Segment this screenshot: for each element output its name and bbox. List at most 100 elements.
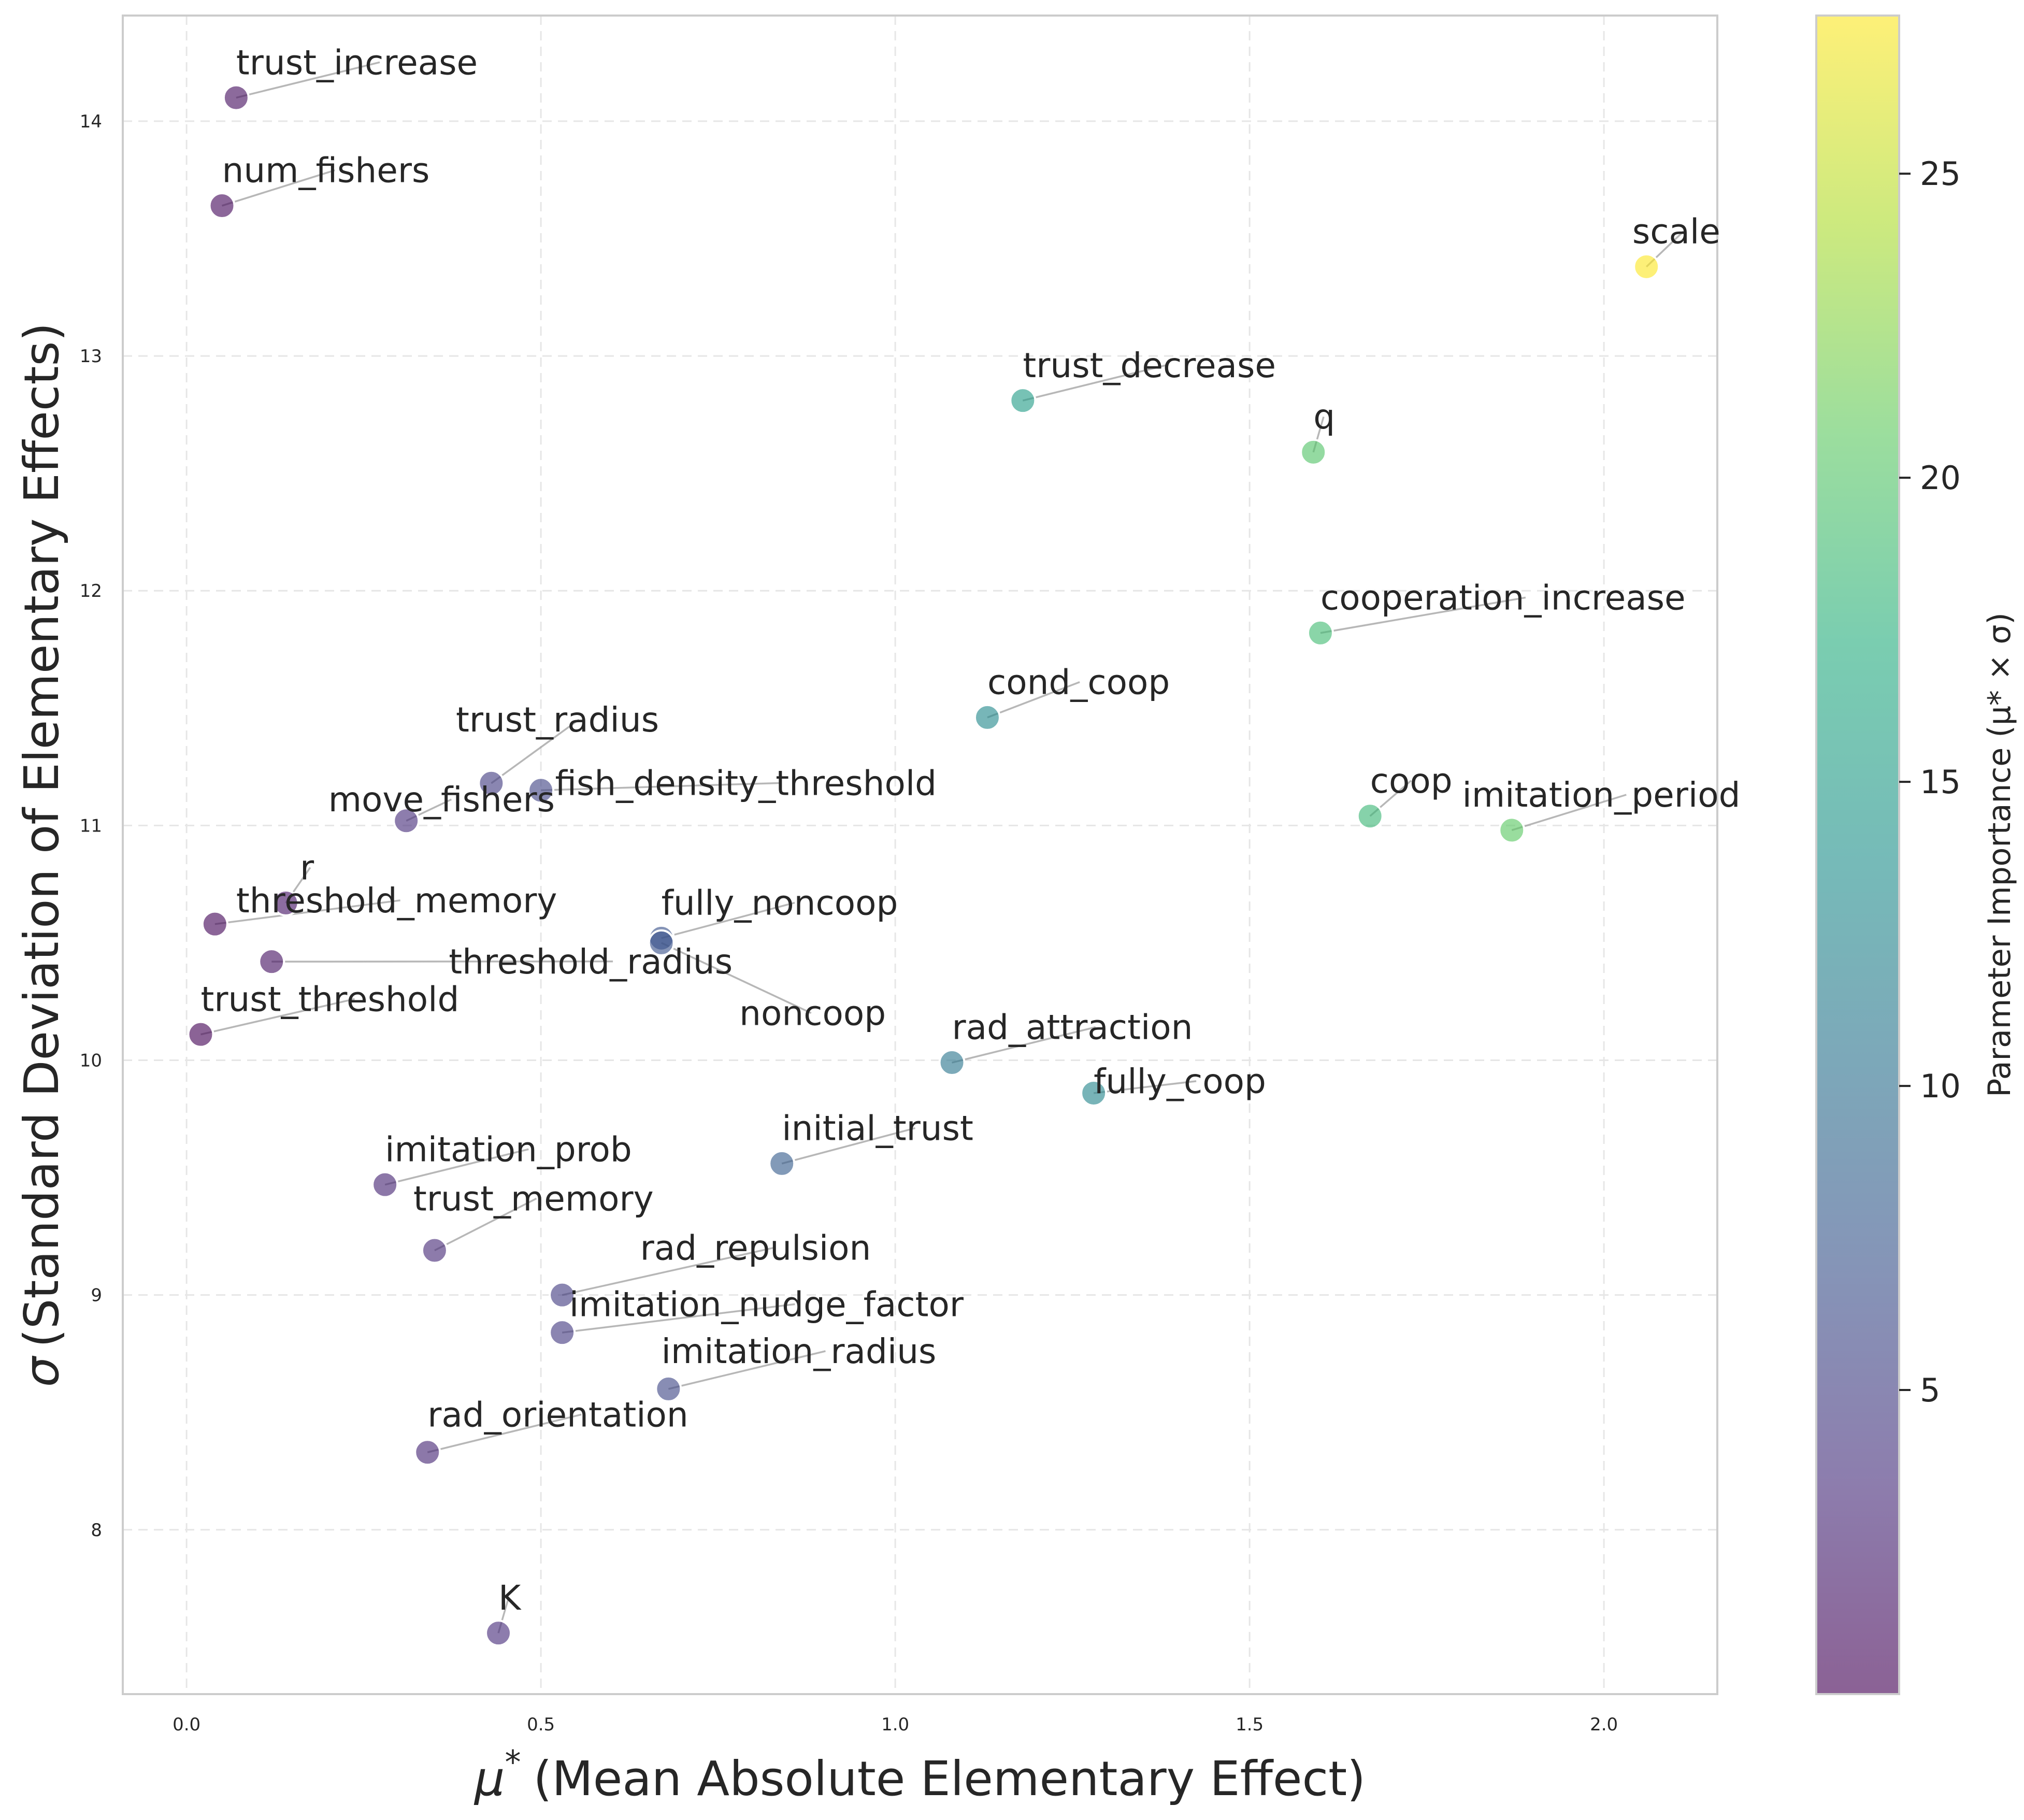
- data-point: [208, 192, 236, 220]
- y-tick-label: 13: [80, 346, 102, 367]
- leader-line: [434, 1197, 537, 1252]
- point-label: imitation_period: [1462, 775, 1741, 815]
- point-label: noncoop: [739, 994, 886, 1034]
- y-tick-label: 12: [80, 581, 102, 601]
- point-label: trust_radius: [456, 700, 659, 740]
- point-label: imitation_prob: [385, 1129, 632, 1169]
- point-label: fully_coop: [1094, 1062, 1266, 1101]
- leader-line: [384, 1148, 529, 1186]
- plot-area-frame: [122, 15, 1718, 1695]
- y-tick-label: 11: [80, 815, 102, 836]
- x-axis-symbol-sup: *: [505, 1743, 521, 1781]
- point-label: trust_decrease: [1023, 346, 1276, 385]
- point-label: trust_threshold: [200, 979, 459, 1019]
- y-tick-label: 14: [80, 111, 102, 132]
- data-point: [1009, 387, 1037, 414]
- data-point: [258, 948, 285, 976]
- point-label: scale: [1632, 212, 1720, 252]
- point-label: r: [300, 848, 314, 888]
- data-point: [768, 1150, 796, 1177]
- label-leader-lines: [200, 61, 1685, 1633]
- leader-line: [200, 998, 355, 1036]
- x-axis-label-text: (Mean Absolute Elementary Effect): [533, 1751, 1366, 1807]
- data-point: [1498, 816, 1526, 844]
- point-label: move_fishers: [328, 780, 555, 820]
- y-axis-label-text: (Standard Deviation of Elementary Effect…: [14, 323, 69, 1348]
- point-label: fish_density_threshold: [555, 763, 937, 803]
- y-tick-label: 9: [91, 1285, 102, 1306]
- x-tick-label: 1.5: [1236, 1714, 1264, 1735]
- point-label: q: [1313, 397, 1335, 437]
- data-point: [414, 1439, 441, 1466]
- leader-line: [1511, 794, 1627, 832]
- leader-line: [1093, 1080, 1197, 1094]
- x-tick-label: 0.5: [527, 1714, 555, 1735]
- data-point: [371, 1171, 399, 1198]
- leader-line: [427, 1413, 582, 1453]
- data-point: [478, 769, 505, 797]
- data-point: [527, 777, 555, 804]
- leader-line: [661, 901, 795, 939]
- x-axis-label: μ* (Mean Absolute Elementary Effect): [473, 1743, 1366, 1807]
- data-point: [648, 929, 675, 956]
- grid-lines: [123, 16, 1717, 1694]
- point-label: initial_trust: [782, 1109, 973, 1149]
- x-tick-label: 1.0: [881, 1714, 909, 1735]
- data-point: [272, 889, 299, 916]
- colorbar-frame: [1815, 15, 1900, 1695]
- x-tick-label: 0.0: [173, 1714, 200, 1735]
- point-label: rad_repulsion: [640, 1228, 871, 1268]
- data-point: [655, 1375, 682, 1402]
- colorbar: [1816, 16, 1899, 1694]
- point-label: K: [498, 1578, 522, 1618]
- data-point: [1300, 438, 1327, 466]
- colorbar-tick-label: 15: [1920, 763, 1961, 801]
- data-point: [549, 1281, 576, 1309]
- data-point: [1356, 802, 1384, 830]
- data-point: [187, 1021, 214, 1048]
- y-axis-symbol: σ: [14, 1355, 69, 1387]
- data-point: [938, 1049, 966, 1077]
- leader-line: [214, 899, 400, 925]
- leader-line: [562, 1303, 795, 1334]
- leader-line: [1022, 364, 1167, 402]
- y-tick-label: 8: [91, 1520, 102, 1541]
- x-tick-label: 2.0: [1590, 1714, 1618, 1735]
- colorbar-ticks: 5 10 15 20 25: [1899, 155, 1961, 1409]
- leader-line: [562, 1246, 774, 1296]
- point-label: num_fishers: [222, 151, 430, 191]
- leader-line: [668, 1350, 826, 1390]
- axis-ticks: 0.0 0.5 1.0 1.5 2.0 8 9 10 11 12 13 14: [80, 111, 1618, 1735]
- colorbar-tick-label: 10: [1920, 1067, 1961, 1105]
- data-point: [393, 807, 420, 835]
- point-label: trust_memory: [413, 1179, 654, 1219]
- point-label: coop: [1370, 761, 1453, 801]
- point-label: rad_orientation: [427, 1395, 688, 1435]
- x-axis-symbol: μ: [473, 1751, 505, 1807]
- leader-line: [987, 681, 1080, 719]
- point-label: threshold_memory: [236, 881, 557, 921]
- data-point: [1307, 619, 1334, 647]
- leader-line: [221, 169, 335, 207]
- colorbar-tick-label: 20: [1920, 459, 1961, 497]
- leader-line: [952, 1026, 1096, 1064]
- leader-line: [781, 1127, 916, 1165]
- leader-line: [541, 782, 781, 792]
- colorbar-tick-label: 25: [1920, 155, 1961, 193]
- point-label: threshold_radius: [449, 942, 733, 982]
- y-axis-label: σ (Standard Deviation of Elementary Effec…: [14, 323, 69, 1387]
- data-point: [973, 704, 1001, 731]
- data-point: [1080, 1079, 1108, 1107]
- point-label: trust_increase: [236, 42, 478, 82]
- y-tick-label: 10: [80, 1051, 102, 1071]
- point-label: imitation_nudge_factor: [569, 1284, 964, 1324]
- leader-line: [491, 719, 580, 784]
- point-label: cond_coop: [987, 663, 1170, 703]
- point-label: cooperation_increase: [1320, 578, 1686, 618]
- colorbar-tick-label: 5: [1920, 1371, 1940, 1409]
- leader-line: [661, 942, 812, 1014]
- data-point: [421, 1237, 448, 1264]
- leader-line: [236, 61, 380, 99]
